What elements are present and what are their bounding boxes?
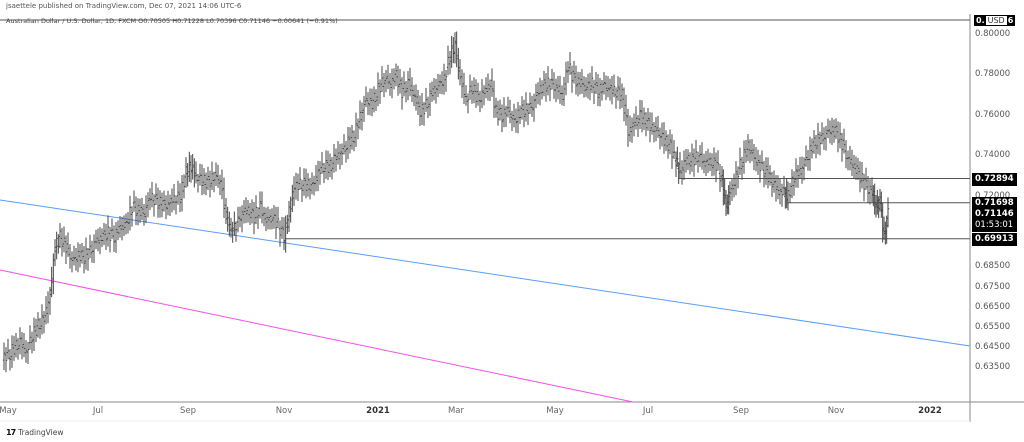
- currency-label: USD: [985, 16, 1007, 25]
- time-tick-label: Jul: [642, 406, 654, 416]
- tradingview-brand: TradingView: [18, 428, 64, 437]
- time-tick-label: Sep: [179, 406, 197, 416]
- price-tick-label: 0.76000: [975, 109, 1011, 120]
- tradingview-logo[interactable]: 17 TradingView: [6, 428, 63, 437]
- time-tick-label: Nov: [275, 406, 293, 416]
- price-tag: 0.71698: [972, 196, 1017, 210]
- price-tick-label: 0.65500: [975, 321, 1011, 332]
- price-tag: 0.69913: [972, 232, 1017, 246]
- tradingview-mark-icon: 17: [6, 428, 16, 437]
- currency-badge[interactable]: 0. USD 6: [974, 15, 1016, 26]
- magenta-trendline[interactable]: [0, 269, 634, 403]
- time-tick-label: 2021: [366, 406, 390, 416]
- price-tick-label: 0.72000: [975, 190, 1011, 201]
- badge-prefix: 0.: [976, 16, 985, 25]
- publisher-caption: jsaettele published on TradingView.com, …: [6, 2, 242, 10]
- price-tick-label: 0.74000: [975, 150, 1011, 161]
- price-tag: 0.72894: [972, 172, 1017, 186]
- price-tick-label: 0.67500: [975, 281, 1011, 292]
- trendlines[interactable]: [0, 199, 971, 403]
- time-tick-label: Sep: [732, 406, 750, 416]
- price-tick-label: 0.66500: [975, 301, 1011, 312]
- time-tick-label: 2022: [918, 406, 942, 416]
- time-tick-label: Nov: [827, 406, 845, 416]
- blue-trendline[interactable]: [0, 199, 971, 347]
- time-tick-label: Mar: [447, 406, 465, 416]
- time-tick-label: Jul: [92, 406, 104, 416]
- time-tick-label: May: [0, 406, 17, 416]
- price-tag: 0.71146 01:53:01: [972, 207, 1017, 232]
- symbol-legend: Australian Dollar / U.S. Dollar, 1D, FXC…: [6, 17, 338, 25]
- price-tick-label: 0.64500: [975, 342, 1011, 353]
- price-tick-label: 0.63500: [975, 362, 1011, 373]
- price-tick-label: 0.68500: [975, 261, 1011, 272]
- ohlc-bars: [2, 31, 890, 373]
- horizontal-levels[interactable]: [0, 19, 970, 240]
- badge-suffix: 6: [1007, 16, 1014, 25]
- bar-countdown: 01:53:01: [975, 219, 1014, 230]
- time-tick-label: May: [546, 406, 564, 416]
- price-tick-label: 0.78000: [975, 69, 1011, 80]
- price-tick-label: 0.80000: [975, 29, 1011, 39]
